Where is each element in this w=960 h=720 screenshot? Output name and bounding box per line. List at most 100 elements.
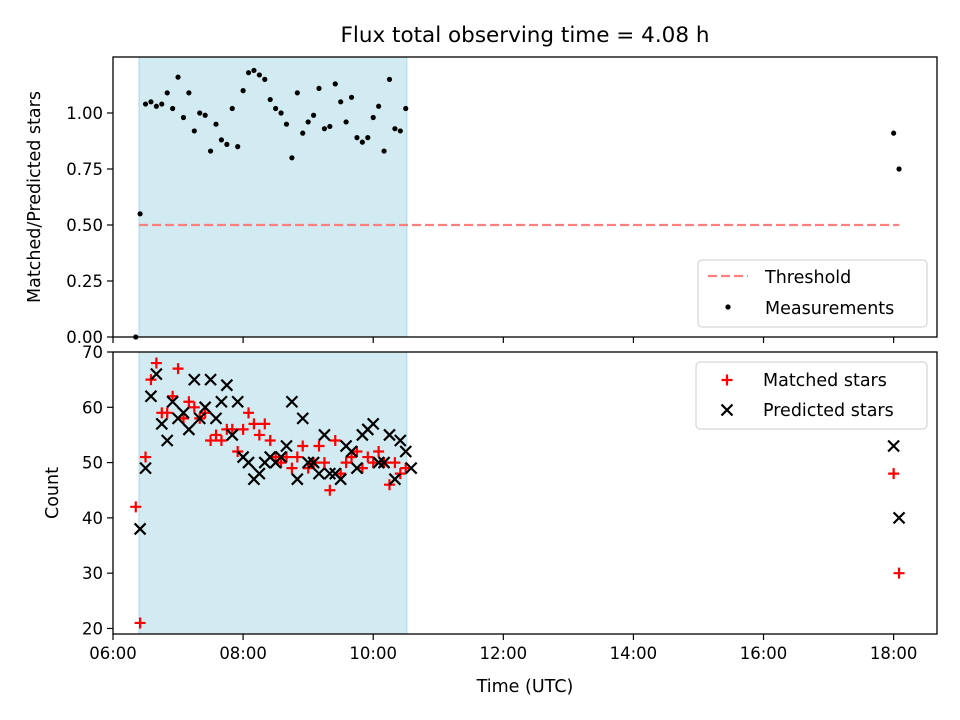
predicted-star-point xyxy=(225,428,239,442)
measurement-point xyxy=(381,148,387,154)
predicted-star-point xyxy=(166,395,179,409)
matched-star-point xyxy=(340,457,352,469)
legend-measurement-swatch xyxy=(725,304,731,310)
chart-title: Flux total observing time = 4.08 h xyxy=(341,23,710,48)
ratio-panel: 0.00 0.25 0.50 0.75 1.00 Matched/Predicted s… xyxy=(25,57,928,347)
predicted-star-point xyxy=(209,412,223,425)
predicted-star-point xyxy=(388,472,402,486)
observing-window-shade-lower xyxy=(138,352,408,634)
measurement-point xyxy=(278,110,284,116)
predicted-star-point xyxy=(204,373,217,386)
measurement-point xyxy=(207,148,214,154)
legend-predicted-label: Predicted stars xyxy=(763,401,894,421)
predicted-star-point xyxy=(231,395,244,409)
matched-star-point xyxy=(324,484,336,496)
predicted-star-point xyxy=(215,395,228,409)
predicted-star-point xyxy=(155,417,169,431)
predicted-star-point xyxy=(242,456,255,469)
predicted-star-point xyxy=(188,373,201,386)
shaded-region xyxy=(139,352,407,634)
predicted-star-point xyxy=(394,434,407,447)
x-tick-label: 06:00 xyxy=(89,644,137,663)
measurement-point xyxy=(370,114,376,121)
y-tick-label: 60 xyxy=(82,398,103,417)
measurement-point xyxy=(283,121,290,127)
predicted-star-point xyxy=(345,445,358,458)
measurement-point xyxy=(251,67,257,74)
ratio-legend: Threshold Measurements xyxy=(697,259,928,328)
predicted-star-point xyxy=(139,461,152,475)
measurement-point xyxy=(343,119,349,125)
measurement-point xyxy=(896,166,902,172)
measurement-point xyxy=(202,112,208,118)
legend-matched-swatch xyxy=(721,374,733,386)
matched-star-point xyxy=(297,440,309,452)
matched-star-point xyxy=(373,446,385,458)
legend-box xyxy=(697,259,928,328)
y-tick-label: 0.50 xyxy=(66,216,103,235)
predicted-star-point xyxy=(383,428,396,442)
matched-star-point xyxy=(389,457,401,469)
measurement-point xyxy=(316,85,322,91)
matched-star-point xyxy=(367,457,379,469)
predicted-star-point xyxy=(377,456,391,469)
predicted-star-point xyxy=(177,406,190,420)
measurement-point xyxy=(273,105,279,112)
matched-star-point xyxy=(226,423,238,435)
count-legend: Matched stars Predicted stars xyxy=(695,361,928,430)
measurement-point xyxy=(300,130,306,136)
matched-star-point xyxy=(237,423,249,435)
matched-star-point xyxy=(264,434,276,446)
matched-star-point xyxy=(253,429,265,441)
measurement-point xyxy=(256,72,262,78)
matched-star-point xyxy=(167,390,179,402)
measurement-point xyxy=(267,96,273,103)
matched-star-point xyxy=(313,440,325,452)
matched-star-point xyxy=(335,468,347,480)
predicted-star-point xyxy=(887,439,900,453)
legend-predicted-swatch xyxy=(720,403,734,417)
measurement-point xyxy=(159,101,165,107)
predicted-star-point xyxy=(280,439,293,453)
count-y-axis-label: Count xyxy=(43,467,63,519)
predicted-star-point xyxy=(160,434,174,447)
matched-star-point xyxy=(161,407,173,419)
count-x-axis-ticks: 06:00 08:00 10:00 12:00 14:00 16:00 18:00 xyxy=(89,634,917,663)
ratio-panel-frame xyxy=(112,56,938,338)
predicted-star-point xyxy=(296,412,310,425)
predicted-star-point xyxy=(334,472,347,486)
predicted-star-point xyxy=(404,461,418,475)
matched-star-point xyxy=(893,567,905,579)
matched-star-point xyxy=(329,434,341,446)
measurement-point xyxy=(305,119,311,125)
predicted-star-point xyxy=(318,428,331,442)
y-tick-label: 40 xyxy=(82,509,103,528)
matched-star-point xyxy=(130,501,142,513)
measurement-point xyxy=(218,137,225,143)
predicted-star-point xyxy=(350,461,364,475)
measurement-point xyxy=(310,112,317,118)
matched-star-point xyxy=(183,396,195,408)
measurement-point xyxy=(289,155,295,161)
matched-star-point xyxy=(248,418,260,430)
count-points xyxy=(130,357,906,629)
matched-star-point xyxy=(291,451,303,463)
measurement-point xyxy=(321,126,328,132)
measurement-point xyxy=(327,123,333,130)
count-y-axis-ticks: 20 30 40 50 60 70 xyxy=(82,343,113,638)
legend-box xyxy=(695,361,928,430)
legend-threshold-label: Threshold xyxy=(764,268,851,288)
measurement-point xyxy=(180,114,187,121)
predicted-star-point xyxy=(301,456,315,469)
ratio-y-axis-ticks: 0.00 0.25 0.50 0.75 1.00 xyxy=(66,104,113,347)
measurement-point xyxy=(354,135,360,141)
matched-star-point xyxy=(275,457,287,469)
measurement-point xyxy=(235,144,241,150)
predicted-star-point xyxy=(198,401,212,414)
matched-star-point xyxy=(270,451,282,463)
y-tick-label: 0.00 xyxy=(66,328,103,347)
matched-star-point xyxy=(888,468,900,480)
measurement-point xyxy=(137,211,143,217)
matched-star-point xyxy=(280,451,292,463)
